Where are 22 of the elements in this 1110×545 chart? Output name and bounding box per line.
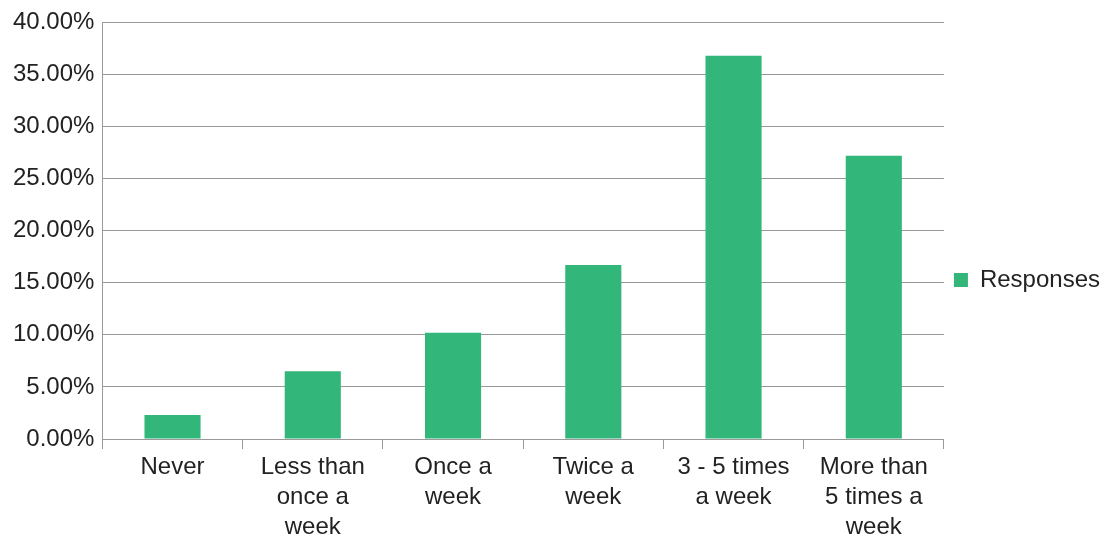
x-tick-label: More than 5 times a week <box>819 451 928 539</box>
y-tick-label: 20.00% <box>12 215 95 243</box>
bar <box>144 415 201 439</box>
bar <box>705 55 762 439</box>
x-tick-label: Less than once a week <box>260 451 365 539</box>
y-tick-label: 40.00% <box>12 7 95 35</box>
y-tick-label: 15.00% <box>12 267 95 295</box>
x-tick-label: Twice a week <box>552 451 635 509</box>
y-tick-label: 30.00% <box>12 111 95 139</box>
bar <box>424 332 482 439</box>
bar <box>565 265 622 439</box>
y-tick-label: 5.00% <box>26 371 95 399</box>
y-tick-label: 10.00% <box>12 319 95 347</box>
x-tick-label: Never <box>140 451 205 479</box>
y-tick-label: 35.00% <box>12 59 95 87</box>
y-tick-label: 25.00% <box>12 163 95 191</box>
y-tick-label: 0.00% <box>26 423 95 451</box>
bar <box>284 371 341 439</box>
x-tick-label: 3 - 5 times a week <box>677 451 790 509</box>
bar <box>845 155 902 439</box>
x-tick-label: Once a week <box>414 451 493 509</box>
legend-label: Responses <box>979 264 1101 292</box>
